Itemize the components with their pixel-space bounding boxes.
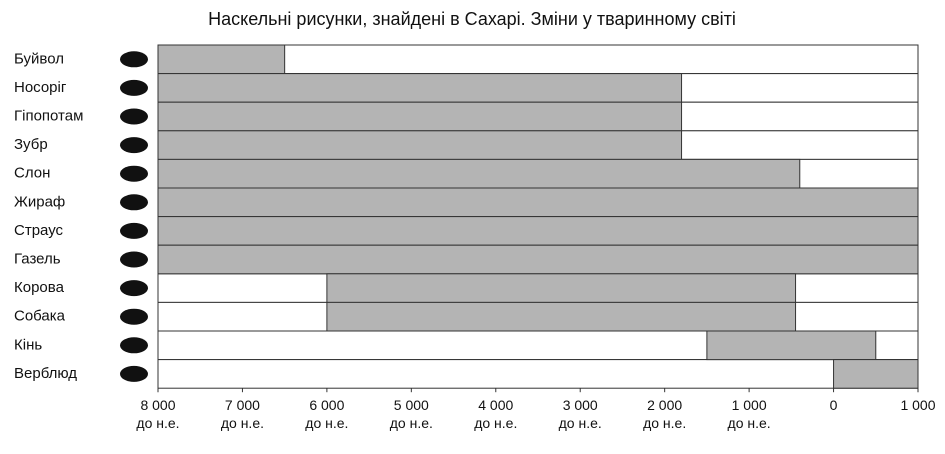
animal-icon	[120, 79, 148, 96]
animal-icon	[120, 137, 148, 154]
bar	[833, 359, 919, 389]
y-tick-label: Кінь	[14, 336, 42, 353]
bar	[157, 187, 919, 218]
animal-icon	[120, 337, 148, 354]
x-tick-label: 5 000 до н.е.	[389, 397, 433, 431]
animal-icon	[120, 251, 148, 268]
x-tick-label: 2 000 до н.е.	[643, 397, 687, 431]
bar	[157, 73, 683, 103]
x-tick-label: 4 000 до н.е.	[474, 397, 518, 431]
animal-icon	[120, 222, 148, 239]
y-tick-label: Слон	[14, 165, 50, 182]
x-tick-label: 6 000 до н.е.	[305, 397, 349, 431]
y-tick-label: Буйвол	[14, 50, 64, 67]
row-frame	[157, 359, 919, 389]
x-tick-label: 1 000	[900, 397, 936, 413]
bar	[706, 330, 877, 361]
bar	[157, 44, 286, 75]
bar	[157, 244, 919, 275]
bar	[326, 301, 797, 332]
x-tick-label: 7 000 до н.е.	[220, 397, 265, 431]
bar	[157, 101, 683, 132]
y-tick-label: Газель	[14, 250, 61, 267]
animal-icon	[120, 194, 148, 211]
bar	[157, 130, 683, 160]
y-tick-label: Корова	[14, 279, 65, 296]
animal-icon	[120, 365, 148, 382]
x-tick-label: 0	[829, 397, 838, 413]
x-tick-label: 1 000 до н.е.	[727, 397, 771, 431]
chart-title: Наскельні рисунки, знайдені в Сахарі. Зм…	[208, 9, 736, 29]
bar	[326, 273, 797, 303]
animal-icon	[120, 108, 148, 125]
animal-icon	[120, 165, 148, 182]
x-tick-label: 3 000 до н.е.	[558, 397, 602, 431]
y-tick-label: Верблюд	[14, 365, 77, 382]
y-tick-label: Страус	[14, 222, 64, 239]
x-tick-label: 8 000 до н.е.	[136, 397, 180, 431]
y-tick-label: Зубр	[14, 136, 48, 153]
bar	[157, 158, 801, 189]
animal-icon	[120, 51, 148, 68]
y-tick-label: Жираф	[14, 193, 65, 210]
y-tick-label: Носоріг	[14, 79, 67, 96]
bar	[157, 216, 919, 246]
animal-icon	[120, 280, 148, 297]
y-tick-label: Гіпопотам	[14, 107, 83, 124]
animal-icon	[120, 308, 148, 325]
y-tick-label: Собака	[14, 308, 66, 325]
